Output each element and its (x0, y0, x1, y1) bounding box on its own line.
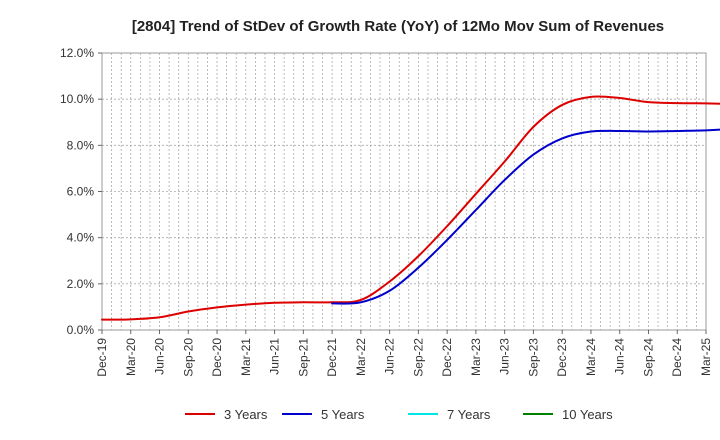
y-tick-label: 10.0% (60, 92, 94, 106)
legend-item-7-years: 7 Years (408, 407, 491, 422)
legend-label: 3 Years (224, 407, 268, 422)
series-line-5-years (331, 128, 720, 305)
x-tick-label: Mar-25 (699, 338, 713, 376)
x-tick-label: Sep-24 (641, 338, 655, 377)
x-tick-label: Dec-20 (210, 338, 224, 377)
grid (102, 53, 706, 330)
legend-item-3-years: 3 Years (185, 407, 268, 422)
x-tick-label: Jun-20 (153, 338, 167, 375)
x-tick-label: Dec-19 (95, 338, 109, 377)
x-tick-label: Dec-24 (670, 338, 684, 377)
legend-label: 7 Years (447, 407, 491, 422)
x-tick-label: Jun-21 (268, 338, 282, 375)
legend-label: 10 Years (562, 407, 613, 422)
legend-item-10-years: 10 Years (523, 407, 613, 422)
x-tick-label: Sep-20 (181, 338, 195, 377)
x-tick-label: Mar-23 (469, 338, 483, 376)
x-tick-label: Dec-23 (555, 338, 569, 377)
x-tick-label: Mar-22 (354, 338, 368, 376)
series-lines (101, 95, 720, 321)
legend-label: 5 Years (321, 407, 365, 422)
legend-item-5-years: 5 Years (282, 407, 365, 422)
y-tick-label: 6.0% (67, 185, 95, 199)
y-tick-label: 0.0% (67, 323, 95, 337)
x-tick-label: Mar-20 (124, 338, 138, 376)
legend: 3 Years 5 Years 7 Years 10 Years (185, 407, 613, 422)
x-axis: Dec-19 Mar-20 Jun-20 Sep-20 Dec-20 Mar-21 Jun-… (95, 330, 713, 377)
series-line-3-years (101, 95, 720, 321)
x-tick-label: Jun-23 (498, 338, 512, 375)
y-tick-label: 8.0% (67, 138, 95, 152)
x-tick-label: Sep-21 (296, 338, 310, 377)
y-tick-label: 2.0% (67, 277, 95, 291)
y-tick-label: 12.0% (60, 46, 94, 60)
chart-title: [2804] Trend of StDev of Growth Rate (Yo… (132, 18, 664, 35)
x-tick-label: Sep-22 (411, 338, 425, 377)
x-tick-label: Sep-23 (526, 338, 540, 377)
x-tick-label: Mar-24 (584, 338, 598, 376)
x-tick-label: Jun-24 (613, 338, 627, 375)
y-tick-label: 4.0% (67, 231, 95, 245)
x-tick-label: Jun-22 (383, 338, 397, 375)
y-axis: 0.0% 2.0% 4.0% 6.0% 8.0% 10.0% 12.0% (60, 46, 102, 337)
x-tick-label: Mar-21 (239, 338, 253, 376)
x-tick-label: Dec-21 (325, 338, 339, 377)
x-tick-label: Dec-22 (440, 338, 454, 377)
